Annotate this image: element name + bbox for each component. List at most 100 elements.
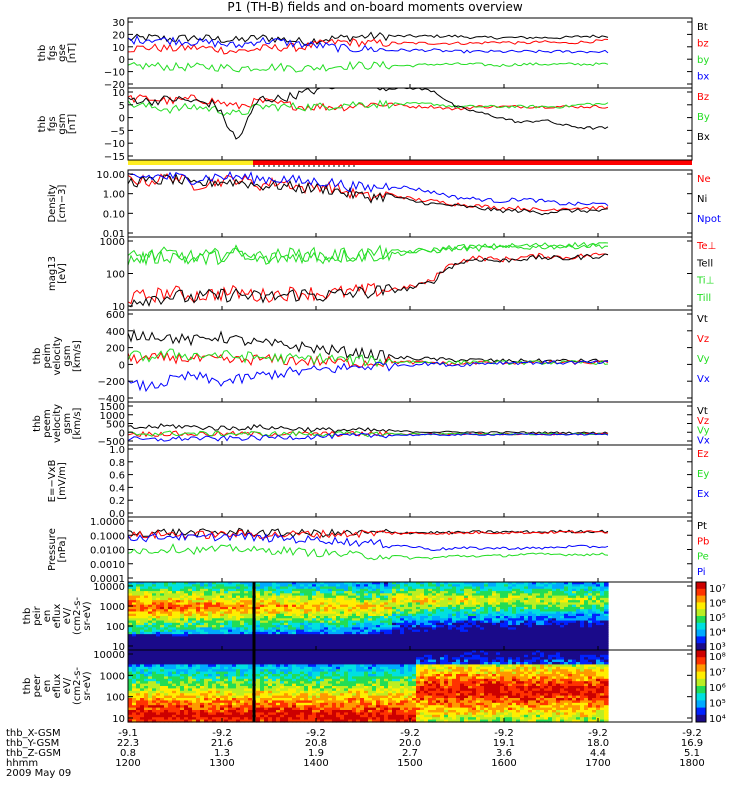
x-tick-label-time: 1300: [209, 758, 234, 769]
x-tick-label-y-gsm: 22.3: [117, 738, 139, 749]
x-tick-label-x-gsm: -9.2: [494, 728, 514, 739]
y-tick-label: 30: [112, 18, 125, 29]
y-axis-label: en: [42, 610, 53, 623]
series-line-Pe: [127, 543, 609, 561]
y-tick-label: 1.0: [109, 445, 125, 456]
panel-6: [127, 401, 693, 446]
series-line-Ti⊥: [127, 242, 609, 267]
y-axis-label: fgs: [47, 116, 58, 131]
y-axis-label: sr-eV): [82, 601, 93, 630]
series-line-Pt: [127, 527, 609, 539]
mode-bar-fast: [253, 160, 692, 165]
y-tick-label: 10000: [93, 582, 125, 593]
series-line-Till: [127, 241, 609, 265]
legend-entry: Pt: [697, 521, 707, 532]
y-tick-label: −20: [104, 80, 125, 91]
x-tick-label-time: 1600: [491, 758, 516, 769]
y-axis-label: gsm: [57, 113, 68, 134]
y-axis-label: peir: [32, 605, 43, 625]
y-tick-label: 1000: [100, 237, 125, 248]
legend-entry: bz: [697, 39, 709, 50]
x-tick-label-z-gsm: 1.9: [308, 748, 324, 759]
y-axis-label: (cm2-s-: [72, 667, 83, 705]
panel-5: [127, 309, 693, 403]
legend-entry: Ti⊥: [696, 276, 714, 287]
y-axis-label: [eV]: [57, 263, 68, 284]
legend-entry: Vx: [697, 435, 710, 446]
series-line-Vt: [127, 423, 609, 435]
y-tick-label: 10000: [93, 650, 125, 661]
legend-entry: Vt: [697, 314, 708, 325]
y-tick-label: 0.8: [109, 458, 125, 469]
x-tick-label-y-gsm: 20.8: [305, 738, 327, 749]
series-line-By: [127, 99, 609, 117]
legend-entry: Ex: [697, 489, 709, 500]
y-axis-label: eflux: [52, 674, 63, 699]
y-axis-label: thb: [22, 678, 33, 695]
y-tick-label: 10: [112, 642, 125, 653]
y-tick-label: 0.0010: [90, 560, 125, 571]
legend-entry: Te⊥: [696, 241, 716, 252]
legend-entry: Till: [696, 293, 711, 304]
panel-4: [127, 236, 693, 311]
x-tick-label-x-gsm: -9.2: [400, 728, 420, 739]
y-tick-label: 10.00: [96, 170, 125, 181]
colorbar-tick-label: 10⁴: [709, 714, 726, 725]
x-tick-label-z-gsm: 3.6: [496, 748, 512, 759]
y-axis-label: velocity: [52, 336, 63, 375]
colorbar-tick-label: 10⁴: [709, 628, 726, 639]
legend-entry: Vy: [697, 426, 710, 437]
x-axis-row-label: thb_Y-GSM: [6, 738, 59, 749]
x-axis-row-label: thb_Z-GSM: [6, 748, 61, 759]
x-tick-label-z-gsm: 4.4: [590, 748, 606, 759]
y-axis-label: fgs: [47, 45, 58, 60]
y-tick-label: 10: [112, 302, 125, 313]
y-axis-label: thb: [22, 608, 33, 625]
x-tick-label-x-gsm: -9.2: [306, 728, 326, 739]
panel-8: [127, 516, 693, 583]
x-tick-label-y-gsm: 21.6: [211, 738, 233, 749]
x-tick-label-time: 1800: [679, 758, 704, 769]
series-line-Ne: [127, 173, 609, 212]
y-axis-label: gsm: [62, 345, 73, 366]
y-tick-label: 100: [106, 693, 125, 704]
series-line-Vt: [127, 328, 608, 364]
x-tick-label-x-gsm: -9.2: [212, 728, 232, 739]
series-line-Bx: [127, 87, 609, 140]
panel-9: [127, 581, 707, 651]
y-tick-label: −5: [110, 126, 125, 137]
x-tick-label-y-gsm: 18.0: [587, 738, 609, 749]
y-tick-label: 0: [119, 360, 125, 371]
y-tick-label: 100: [106, 270, 125, 281]
legend-entry: Vz: [697, 416, 709, 427]
y-axis-label: mag13: [47, 256, 58, 291]
panel-frame: [127, 516, 693, 583]
y-axis-label: velocity: [52, 404, 63, 443]
y-axis-label: [mV/m]: [57, 462, 68, 500]
x-tick-label-time: 1700: [585, 758, 610, 769]
page-title: P1 (TH-B) fields and on-board moments ov…: [227, 0, 523, 14]
y-tick-label: 0.01: [103, 229, 125, 240]
y-tick-label: 20: [112, 30, 125, 41]
x-tick-label-time: 1500: [397, 758, 422, 769]
colorbar-tick-label: 10⁷: [709, 668, 726, 679]
legend-entry: bx: [697, 72, 709, 83]
legend-entry: Vt: [697, 406, 708, 417]
y-tick-label: 0.4: [109, 483, 125, 494]
colorbar-tick-label: 10⁷: [709, 584, 726, 595]
y-axis-label: [nT]: [67, 43, 78, 63]
legend-entry: Bz: [697, 92, 709, 103]
legend-entry: Ne: [697, 174, 711, 185]
series-line-Vx: [127, 432, 609, 442]
x-tick-label-y-gsm: 19.1: [493, 738, 515, 749]
x-tick-label-y-gsm: 16.9: [681, 738, 703, 749]
colorbar-tick-label: 10⁵: [709, 613, 726, 624]
y-tick-label: 0: [119, 114, 125, 125]
x-tick-label-time: 1400: [303, 758, 328, 769]
y-axis-label: thb: [37, 45, 48, 62]
y-tick-label: 0.6: [109, 471, 125, 482]
y-tick-label: 1000: [100, 602, 125, 613]
legend-entry: Vz: [697, 334, 709, 345]
series-line-bx: [127, 34, 609, 54]
